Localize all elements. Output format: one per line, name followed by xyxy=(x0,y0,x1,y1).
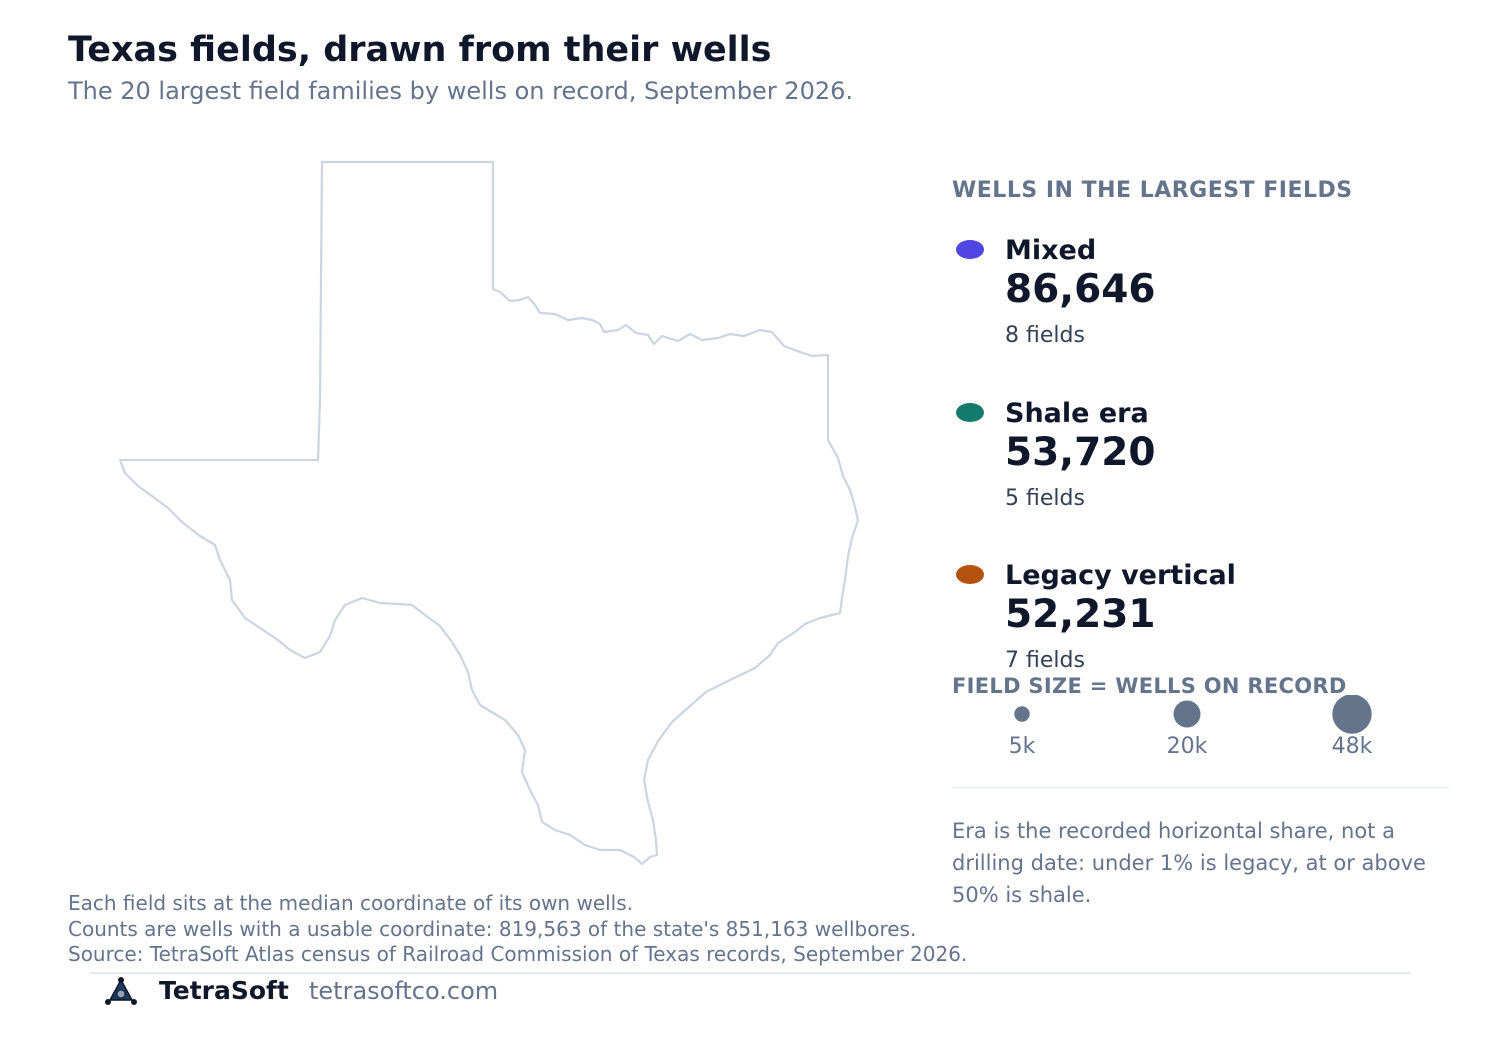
legend-heading: WELLS IN THE LARGEST FIELDS xyxy=(952,178,1353,203)
size-key-label: 5k xyxy=(1009,734,1036,759)
page-subtitle: The 20 largest field families by wells o… xyxy=(68,77,854,105)
size-key-label: 20k xyxy=(1167,734,1208,759)
page-title: Texas fields, drawn from their wells xyxy=(68,30,772,70)
era-note: Era is the recorded horizontal share, no… xyxy=(952,819,1426,907)
legend-era-wells: 52,231 xyxy=(1005,592,1156,637)
legend-era-name: Mixed xyxy=(1005,235,1097,266)
size-key-heading: FIELD SIZE = WELLS ON RECORD xyxy=(952,674,1347,698)
footnote: Each field sits at the median coordinate… xyxy=(68,891,634,915)
mixed-swatch xyxy=(956,240,984,259)
legend-era-name: Legacy vertical xyxy=(1005,560,1236,591)
size-key-dot xyxy=(1014,706,1030,722)
size-key-label: 48k xyxy=(1332,734,1373,759)
size-key: 5k 20k 48k xyxy=(1009,695,1373,759)
legend-era-fields: 7 fields xyxy=(1005,648,1085,673)
legend-era-wells: 86,646 xyxy=(1005,267,1156,312)
size-key-dot xyxy=(1173,700,1201,728)
era-legend: WELLS IN THE LARGEST FIELDS Mixed 86,646… xyxy=(952,178,1452,673)
legend-divider xyxy=(952,787,1449,788)
texas-outline xyxy=(118,160,860,866)
size-key-dot xyxy=(1332,695,1372,734)
footnote: Counts are wells with a usable coordinat… xyxy=(68,916,917,941)
legend-era-wells: 53,720 xyxy=(1005,430,1156,475)
legend-era-fields: 5 fields xyxy=(1005,486,1085,511)
tetrasoft-logo-icon xyxy=(105,977,137,1005)
footer-divider xyxy=(90,972,1411,974)
legend-era-fields: 8 fields xyxy=(1005,323,1085,348)
brand-url-link[interactable]: tetrasoftco.com xyxy=(309,977,499,1005)
shale-swatch xyxy=(956,403,984,422)
texas-map: SpraberryPhantomNewark EastEast TexasCor… xyxy=(118,160,860,866)
brand-name: TetraSoft xyxy=(159,976,289,1005)
footnotes: Each field sits at the median coordinate… xyxy=(68,891,967,968)
footnote: Source: TetraSoft Atlas census of Railro… xyxy=(68,942,968,966)
legacy-swatch xyxy=(956,565,984,584)
legend-era-name: Shale era xyxy=(1005,398,1149,429)
